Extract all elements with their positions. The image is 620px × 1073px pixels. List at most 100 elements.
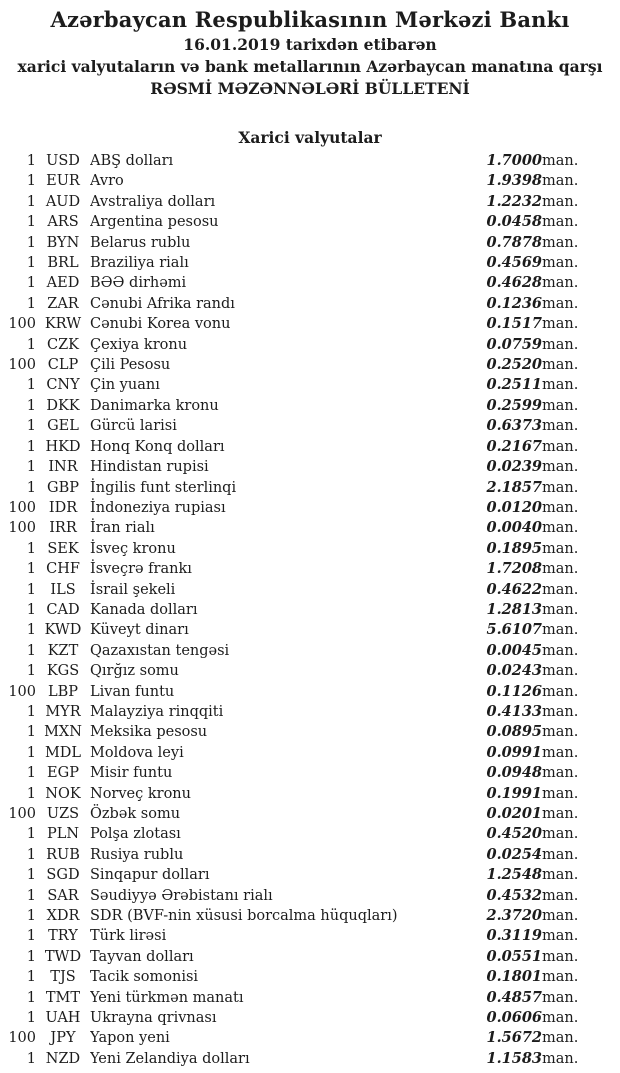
currency-code-cell: NOK <box>45 785 81 802</box>
currency-name-cell: Misir funtu <box>90 765 173 782</box>
currency-name-cell: Tayvan dolları <box>90 948 194 965</box>
currency-code-cell: CHF <box>46 561 80 578</box>
table-row: 1 CNY Çin yuanı 0.2511 man. <box>0 375 620 395</box>
rate-value-cell: 2.3720 <box>486 907 543 925</box>
unit-label-cell: man. <box>542 275 579 292</box>
unit-label-cell: man. <box>542 295 579 312</box>
quantity-cell: 1 <box>26 663 36 680</box>
currency-code-cell: ILS <box>50 581 76 598</box>
currency-code-cell: PLN <box>46 826 80 843</box>
currency-name-cell: Türk lirəsi <box>90 928 167 945</box>
quantity-cell: 1 <box>26 275 36 292</box>
quantity-cell: 100 <box>8 316 36 333</box>
unit-label-cell: man. <box>542 622 579 639</box>
rate-value-cell: 1.2548 <box>486 866 543 884</box>
currency-name-cell: Livan funtu <box>90 683 175 700</box>
table-row: 1 EUR Avro 1.9398 man. <box>0 171 620 191</box>
unit-label-cell: man. <box>542 887 579 904</box>
rate-value-cell: 0.0948 <box>486 764 543 782</box>
currency-code-cell: TRY <box>48 928 78 945</box>
unit-label-cell: man. <box>542 540 579 557</box>
table-row: 1 ARS Argentina pesosu 0.0458 man. <box>0 212 620 232</box>
unit-label-cell: man. <box>542 336 579 353</box>
quantity-cell: 100 <box>8 499 36 516</box>
quantity-cell: 1 <box>26 765 36 782</box>
table-row: 1 XDR SDR (BVF-nin xüsusi borcalma hüquq… <box>0 906 620 926</box>
rate-value-cell: 0.2599 <box>486 396 543 414</box>
currency-code-cell: SEK <box>47 540 79 557</box>
unit-label-cell: man. <box>542 479 579 496</box>
currency-code-cell: ZAR <box>47 295 79 312</box>
unit-label-cell: man. <box>542 561 579 578</box>
unit-label-cell: man. <box>542 846 579 863</box>
rate-value-cell: 1.2232 <box>486 192 543 210</box>
table-row: 1 HKD Honq Konq dolları 0.2167 man. <box>0 437 620 457</box>
unit-label-cell: man. <box>542 683 579 700</box>
rate-value-cell: 5.6107 <box>486 621 543 639</box>
rate-value-cell: 0.1126 <box>486 682 543 700</box>
currency-code-cell: LBP <box>47 683 79 700</box>
currency-code-cell: KWD <box>44 622 82 639</box>
currency-code-cell: CAD <box>46 601 80 618</box>
quantity-cell: 1 <box>26 377 36 394</box>
currency-code-cell: NZD <box>45 1050 81 1067</box>
rate-value-cell: 0.0551 <box>486 947 543 965</box>
quantity-cell: 1 <box>26 173 36 190</box>
currency-name-cell: Danimarka kronu <box>90 397 219 414</box>
table-row: 1 AUD Avstraliya dolları 1.2232 man. <box>0 192 620 212</box>
unit-label-cell: man. <box>542 357 579 374</box>
currency-code-cell: IRR <box>49 520 77 537</box>
quantity-cell: 1 <box>26 642 36 659</box>
quantity-cell: 1 <box>26 397 36 414</box>
currency-code-cell: SGD <box>46 867 80 884</box>
rate-value-cell: 0.2167 <box>486 437 543 455</box>
rate-value-cell: 0.2520 <box>486 356 543 374</box>
rate-value-cell: 1.7208 <box>486 560 543 578</box>
quantity-cell: 1 <box>26 438 36 455</box>
currency-code-cell: GBP <box>47 479 79 496</box>
unit-label-cell: man. <box>542 928 579 945</box>
rate-value-cell: 1.9398 <box>486 172 543 190</box>
currency-code-cell: MDL <box>44 744 82 761</box>
currency-code-cell: IDR <box>48 499 78 516</box>
currency-code-cell: RUB <box>46 846 80 863</box>
table-row: 100 LBP Livan funtu 0.1126 man. <box>0 682 620 702</box>
unit-label-cell: man. <box>542 948 579 965</box>
currency-code-cell: MYR <box>45 703 81 720</box>
currency-name-cell: Yeni türkmən manatı <box>90 989 244 1006</box>
quantity-cell: 1 <box>26 867 36 884</box>
quantity-cell: 1 <box>26 295 36 312</box>
currency-code-cell: KGS <box>46 663 80 680</box>
rate-value-cell: 0.0254 <box>486 845 543 863</box>
currency-name-cell: Səudiyyə Ərəbistanı rialı <box>90 887 273 904</box>
unit-label-cell: man. <box>542 581 579 598</box>
currency-code-cell: CZK <box>46 336 79 353</box>
quantity-cell: 1 <box>26 561 36 578</box>
currency-name-cell: Honq Konq dolları <box>90 438 225 455</box>
quantity-cell: 1 <box>26 928 36 945</box>
quantity-cell: 1 <box>26 622 36 639</box>
rate-value-cell: 0.3119 <box>486 927 543 945</box>
rate-value-cell: 0.0040 <box>486 519 543 537</box>
unit-label-cell: man. <box>542 703 579 720</box>
table-row: 1 GBP İngilis funt sterlinqi 2.1857 man. <box>0 478 620 498</box>
quantity-cell: 1 <box>26 581 36 598</box>
table-row: 100 IDR İndoneziya rupiası 0.0120 man. <box>0 498 620 518</box>
currency-name-cell: Tacik somonisi <box>90 969 199 986</box>
currency-code-cell: USD <box>46 153 80 169</box>
table-row: 1 ILS İsrail şekeli 0.4622 man. <box>0 580 620 600</box>
rate-value-cell: 1.5672 <box>486 1029 543 1047</box>
currency-code-cell: TWD <box>44 948 82 965</box>
rate-value-cell: 0.4569 <box>486 254 543 272</box>
quantity-cell: 1 <box>26 785 36 802</box>
unit-label-cell: man. <box>542 663 579 680</box>
rate-value-cell: 0.1991 <box>486 784 543 802</box>
quantity-cell: 1 <box>26 846 36 863</box>
document-header: Azərbaycan Respublikasının Mərkəzi Bankı… <box>0 0 620 100</box>
unit-label-cell: man. <box>542 989 579 1006</box>
currency-code-cell: BRL <box>47 255 79 272</box>
currency-name-cell: Kanada dolları <box>90 601 198 618</box>
table-row: 1 TMT Yeni türkmən manatı 0.4857 man. <box>0 988 620 1008</box>
currency-code-cell: DKK <box>46 397 80 414</box>
rate-value-cell: 1.1583 <box>486 1049 543 1067</box>
